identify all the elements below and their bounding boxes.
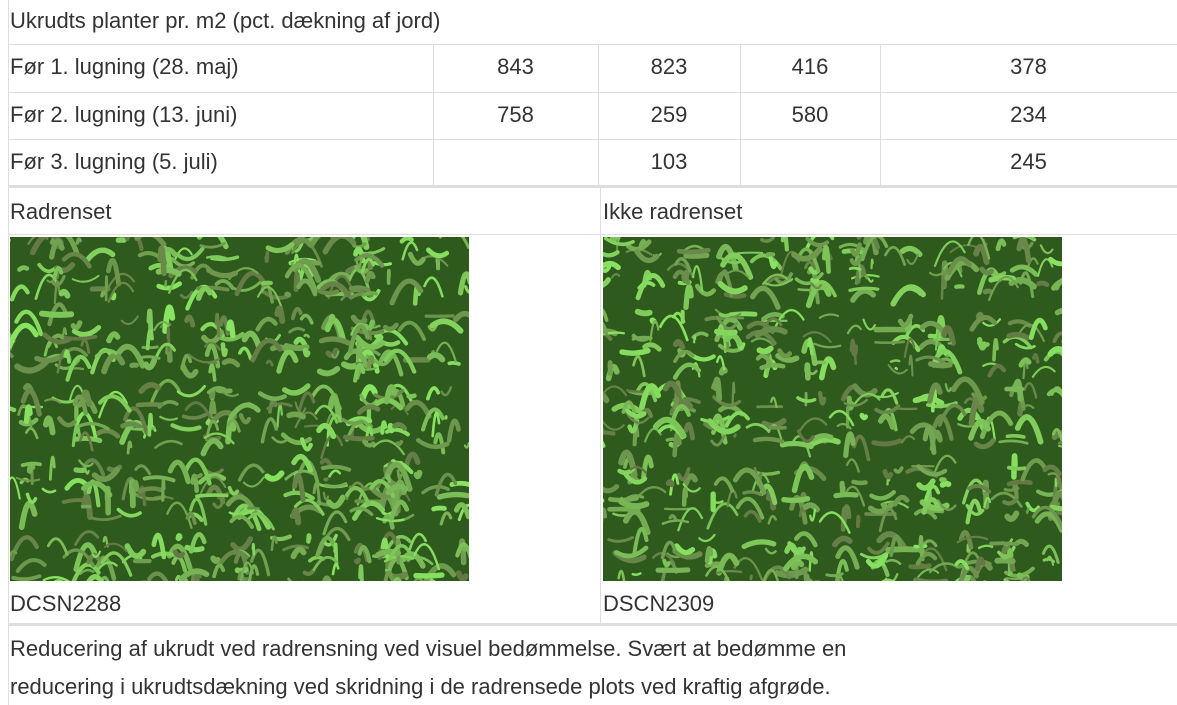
rule (8, 623, 1177, 625)
photo (10, 237, 469, 581)
table-cell (433, 139, 598, 185)
photo-caption: DSCN2309 (603, 591, 715, 616)
rule (598, 44, 599, 185)
table-cell: 234 (1010, 102, 1047, 127)
rule (8, 0, 9, 705)
rule (8, 185, 1177, 188)
table-cell (740, 139, 880, 185)
rule (8, 625, 1177, 626)
row-label: Før 1. lugning (28. maj) (10, 54, 239, 79)
rule (880, 44, 881, 185)
rule (740, 44, 741, 185)
photo-label: Ikke radrenset (603, 199, 743, 224)
table-cell: 245 (1010, 149, 1047, 174)
photo (603, 237, 1062, 581)
description-line: Reducering af ukrudt ved radrensning ved… (10, 636, 847, 661)
rule (8, 234, 1177, 235)
photo-caption: DCSN2288 (10, 591, 122, 616)
row-label: Før 3. lugning (5. juli) (10, 149, 218, 174)
photo-label: Radrenset (10, 199, 112, 224)
table-title: Ukrudts planter pr. m2 (pct. dækning af … (10, 8, 441, 33)
rule (8, 139, 1177, 140)
rule (8, 44, 1177, 45)
table-cell: 758 (497, 102, 534, 127)
rule (600, 187, 601, 623)
table-cell: 416 (791, 54, 829, 79)
table-cell: 580 (791, 102, 829, 127)
table-cell: 843 (497, 54, 534, 79)
rule (8, 92, 1177, 93)
rule (433, 44, 434, 185)
table-cell: 378 (1010, 54, 1047, 79)
table-cell: 103 (650, 149, 688, 174)
table-cell: 259 (650, 102, 688, 127)
row-label: Før 2. lugning (13. juni) (10, 102, 238, 127)
description-line: reducering i ukrudtsdækning ved skridnin… (10, 674, 831, 699)
table-cell: 823 (650, 54, 688, 79)
